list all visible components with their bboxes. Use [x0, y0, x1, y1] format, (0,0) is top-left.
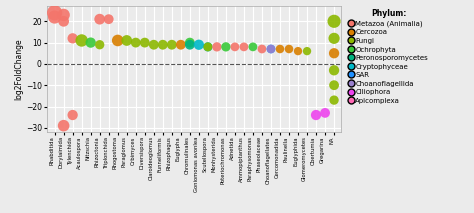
- Point: [186, 41, 193, 44]
- Point: [330, 37, 338, 40]
- Point: [96, 17, 103, 21]
- Point: [231, 45, 239, 49]
- Y-axis label: log2FoldChange: log2FoldChange: [14, 38, 23, 100]
- Point: [87, 41, 94, 44]
- Point: [267, 47, 275, 51]
- Point: [195, 43, 203, 46]
- Point: [213, 45, 221, 49]
- Point: [69, 113, 76, 117]
- Point: [141, 41, 148, 44]
- Point: [123, 39, 130, 42]
- Point: [330, 69, 338, 72]
- Point: [267, 47, 275, 51]
- Point: [51, 11, 58, 14]
- Point: [204, 45, 212, 49]
- Point: [150, 43, 157, 46]
- Point: [114, 39, 121, 42]
- Point: [96, 43, 103, 46]
- Point: [105, 17, 112, 21]
- Point: [276, 47, 284, 51]
- Point: [60, 13, 67, 17]
- Point: [330, 52, 338, 55]
- Point: [312, 113, 320, 117]
- Point: [78, 39, 85, 42]
- Point: [69, 37, 76, 40]
- Point: [285, 47, 293, 51]
- Point: [51, 15, 58, 19]
- Point: [330, 83, 338, 87]
- Point: [132, 41, 139, 44]
- Point: [186, 43, 193, 46]
- Point: [294, 49, 302, 53]
- Point: [303, 49, 311, 53]
- Point: [204, 45, 212, 49]
- Point: [60, 124, 67, 127]
- Point: [330, 98, 338, 102]
- Point: [330, 20, 338, 23]
- Point: [222, 45, 230, 49]
- Point: [240, 45, 248, 49]
- Point: [168, 43, 175, 46]
- Legend: Metazoa (Animalia), Cercozoa, Fungi, Ochrophyta, Peronosporomycetes, Cryptophyce: Metazoa (Animalia), Cercozoa, Fungi, Och…: [348, 7, 429, 105]
- Point: [249, 45, 257, 49]
- Point: [159, 43, 166, 46]
- Point: [258, 47, 266, 51]
- Point: [177, 43, 184, 46]
- Point: [60, 20, 67, 23]
- Point: [321, 111, 329, 115]
